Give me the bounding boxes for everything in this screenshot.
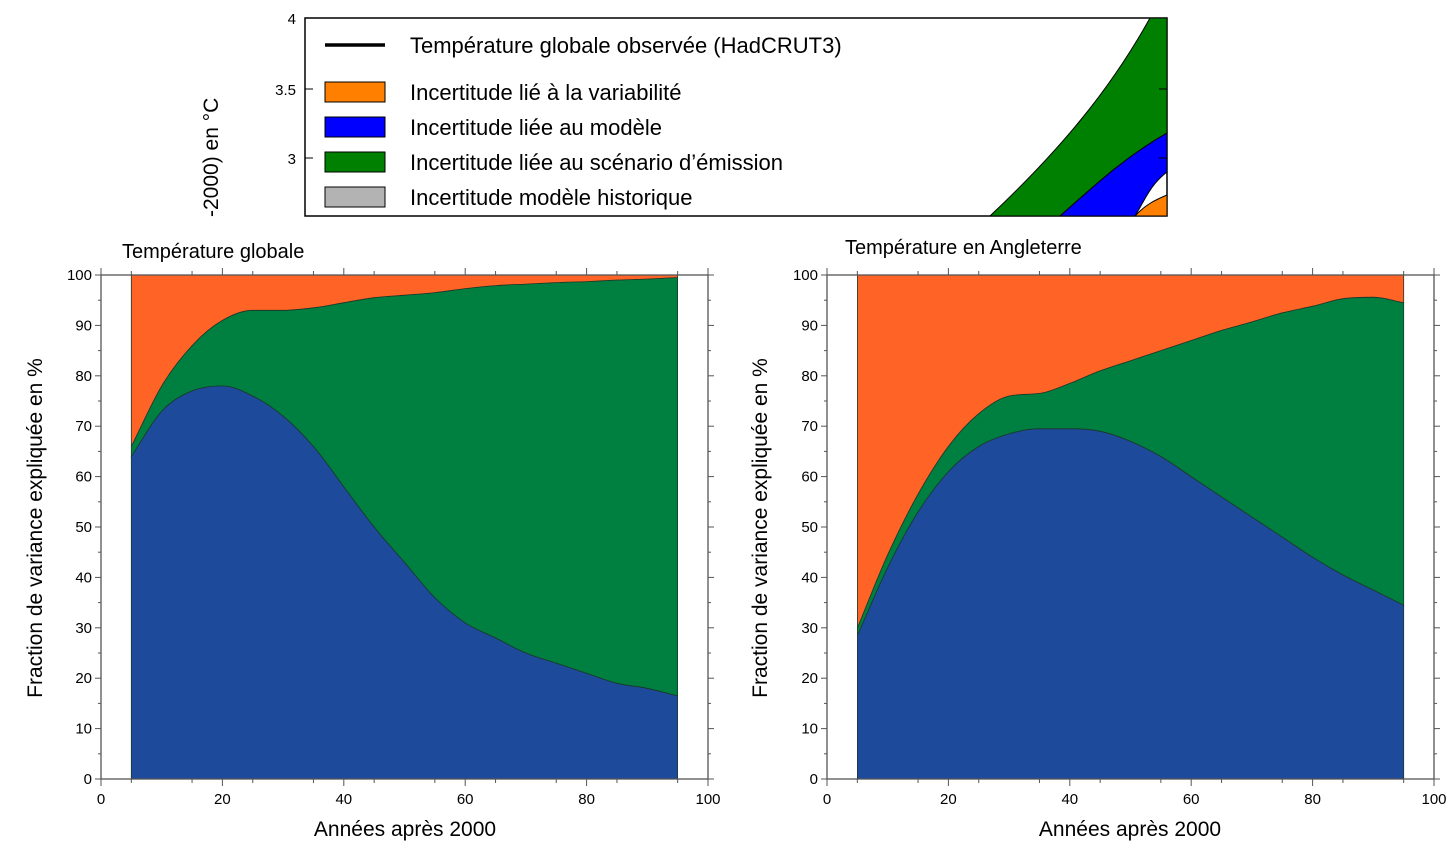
y-tick-label: 60 xyxy=(75,469,92,486)
y-tick-label: 100 xyxy=(793,267,818,284)
x-tick-label: 20 xyxy=(940,791,957,808)
x-tick-label: 20 xyxy=(214,791,231,808)
x-tick-label: 80 xyxy=(578,791,595,808)
x-tick-label: 60 xyxy=(1183,791,1200,808)
top-ytick-label: 3 xyxy=(288,151,296,168)
top-ytick-label: 3.5 xyxy=(275,82,296,99)
top-legend: Température globale observée (HadCRUT3) … xyxy=(324,33,842,210)
legend-scenario-swatch xyxy=(324,151,386,173)
x-tick-label: 60 xyxy=(457,791,474,808)
x-axis-label: Années après 2000 xyxy=(1039,818,1221,841)
legend-model-label: Incertitude liée au modèle xyxy=(410,115,662,140)
top-ytick-label: 4 xyxy=(288,11,296,28)
legend-variability-swatch xyxy=(324,81,386,103)
legend-historic-swatch xyxy=(324,186,386,208)
y-tick-label: 90 xyxy=(75,317,92,334)
y-tick-label: 40 xyxy=(75,569,92,586)
chart-england-temperature: 0 20 40 60 80 100 0 10 20 30 40 50 60 70 80 90 100 Tempé… xyxy=(749,237,1447,841)
x-tick-label: 80 xyxy=(1304,791,1321,808)
y-tick-label: 30 xyxy=(801,620,818,637)
y-tick-label: 70 xyxy=(801,418,818,435)
chart-title: Température globale xyxy=(122,241,304,263)
top-yticks: 3 3.5 4 xyxy=(275,11,1167,168)
x-axis-label: Années après 2000 xyxy=(314,818,496,841)
y-tick-label: 10 xyxy=(75,721,92,738)
legend-historic-label: Incertitude modèle historique xyxy=(410,185,693,210)
legend-model-swatch xyxy=(324,116,386,138)
y-tick-label: 100 xyxy=(67,267,92,284)
x-tick-label: 100 xyxy=(695,791,720,808)
legend-scenario-label: Incertitude liée au scénario d’émission xyxy=(410,150,783,175)
y-tick-label: 80 xyxy=(75,368,92,385)
y-tick-label: 10 xyxy=(801,721,818,738)
y-tick-label: 50 xyxy=(75,519,92,536)
x-tick-label: 0 xyxy=(97,791,105,808)
legend-observed-label: Température globale observée (HadCRUT3) xyxy=(410,33,842,58)
x-tick-label: 40 xyxy=(1061,791,1078,808)
legend-variability-label: Incertitude lié à la variabilité xyxy=(410,80,681,105)
y-tick-label: 80 xyxy=(801,368,818,385)
x-tick-label: 0 xyxy=(823,791,831,808)
y-tick-label: 20 xyxy=(801,670,818,687)
y-axis-label: Fraction de variance expliquée en % xyxy=(749,358,772,698)
y-tick-label: 90 xyxy=(801,317,818,334)
top-panel: 3 3.5 4 -2000) en °C Température globale… xyxy=(200,11,1168,217)
x-tick-label: 100 xyxy=(1421,791,1446,808)
top-model-band xyxy=(1058,132,1168,217)
y-axis-label: Fraction de variance expliquée en % xyxy=(24,358,47,698)
chart-global-temperature: 0 20 40 60 80 100 0 10 20 30 40 50 60 70 80 90 100 Tempé… xyxy=(24,241,721,841)
y-tick-label: 50 xyxy=(801,519,818,536)
chart-title: Température en Angleterre xyxy=(845,237,1082,259)
y-tick-label: 0 xyxy=(810,771,818,788)
top-ylabel-fragment: -2000) en °C xyxy=(200,98,223,217)
y-tick-label: 20 xyxy=(75,670,92,687)
y-tick-label: 60 xyxy=(801,469,818,486)
top-variability-band xyxy=(1133,194,1168,217)
x-tick-label: 40 xyxy=(335,791,352,808)
y-tick-label: 0 xyxy=(84,771,92,788)
y-tick-label: 30 xyxy=(75,620,92,637)
y-tick-label: 40 xyxy=(801,569,818,586)
y-tick-label: 70 xyxy=(75,418,92,435)
